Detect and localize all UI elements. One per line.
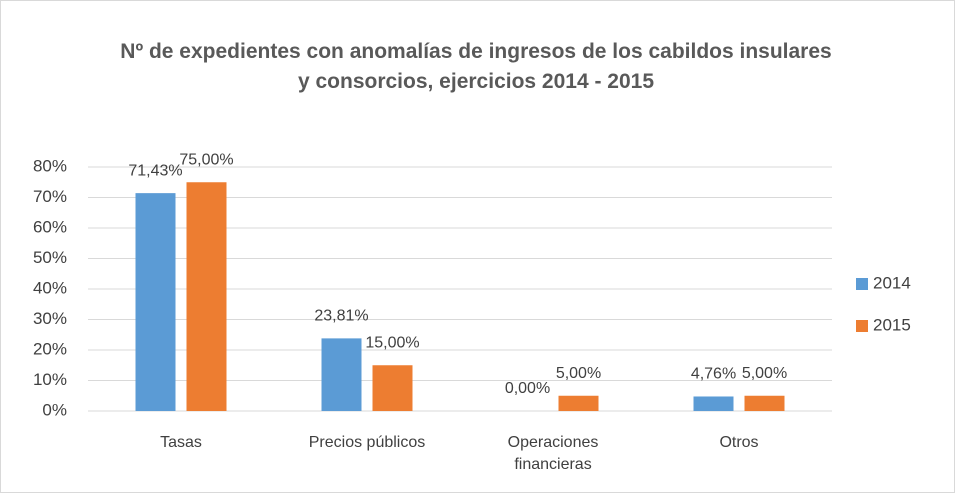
bar <box>186 182 227 411</box>
legend-label: 2014 <box>873 273 911 292</box>
y-tick-label: 60% <box>33 217 67 236</box>
legend-label: 2015 <box>873 315 911 334</box>
y-tick-label: 40% <box>33 278 67 297</box>
x-tick-label: Operaciones financieras <box>507 434 599 473</box>
value-label: 71,43% <box>128 162 182 179</box>
value-label: 5,00% <box>742 365 787 382</box>
value-label: 23,81% <box>314 308 368 325</box>
value-label: 75,00% <box>179 151 233 168</box>
legend-swatch <box>856 278 868 290</box>
bar <box>744 395 785 411</box>
bar <box>321 338 362 411</box>
bar <box>135 193 176 411</box>
value-label: 5,00% <box>556 365 601 382</box>
x-tick-label: Precios públicos <box>308 434 426 451</box>
value-label: 15,00% <box>365 334 419 351</box>
y-tick-label: 20% <box>33 339 67 358</box>
value-label: 0,00% <box>505 380 550 397</box>
x-tick-label: Tasas <box>160 434 202 451</box>
y-tick-label: 30% <box>33 309 67 328</box>
bar <box>558 395 599 411</box>
bar <box>372 365 413 411</box>
y-tick-label: 80% <box>33 156 67 175</box>
legend-swatch <box>856 320 868 332</box>
y-tick-label: 70% <box>33 187 67 206</box>
x-tick-label: Otros <box>719 434 759 451</box>
value-label: 4,76% <box>691 366 736 383</box>
chart-title: Nº de expedientes con anomalías de ingre… <box>120 40 832 93</box>
bar <box>693 396 734 411</box>
y-tick-label: 50% <box>33 248 67 267</box>
y-tick-label: 0% <box>42 400 67 419</box>
y-tick-label: 10% <box>33 370 67 389</box>
